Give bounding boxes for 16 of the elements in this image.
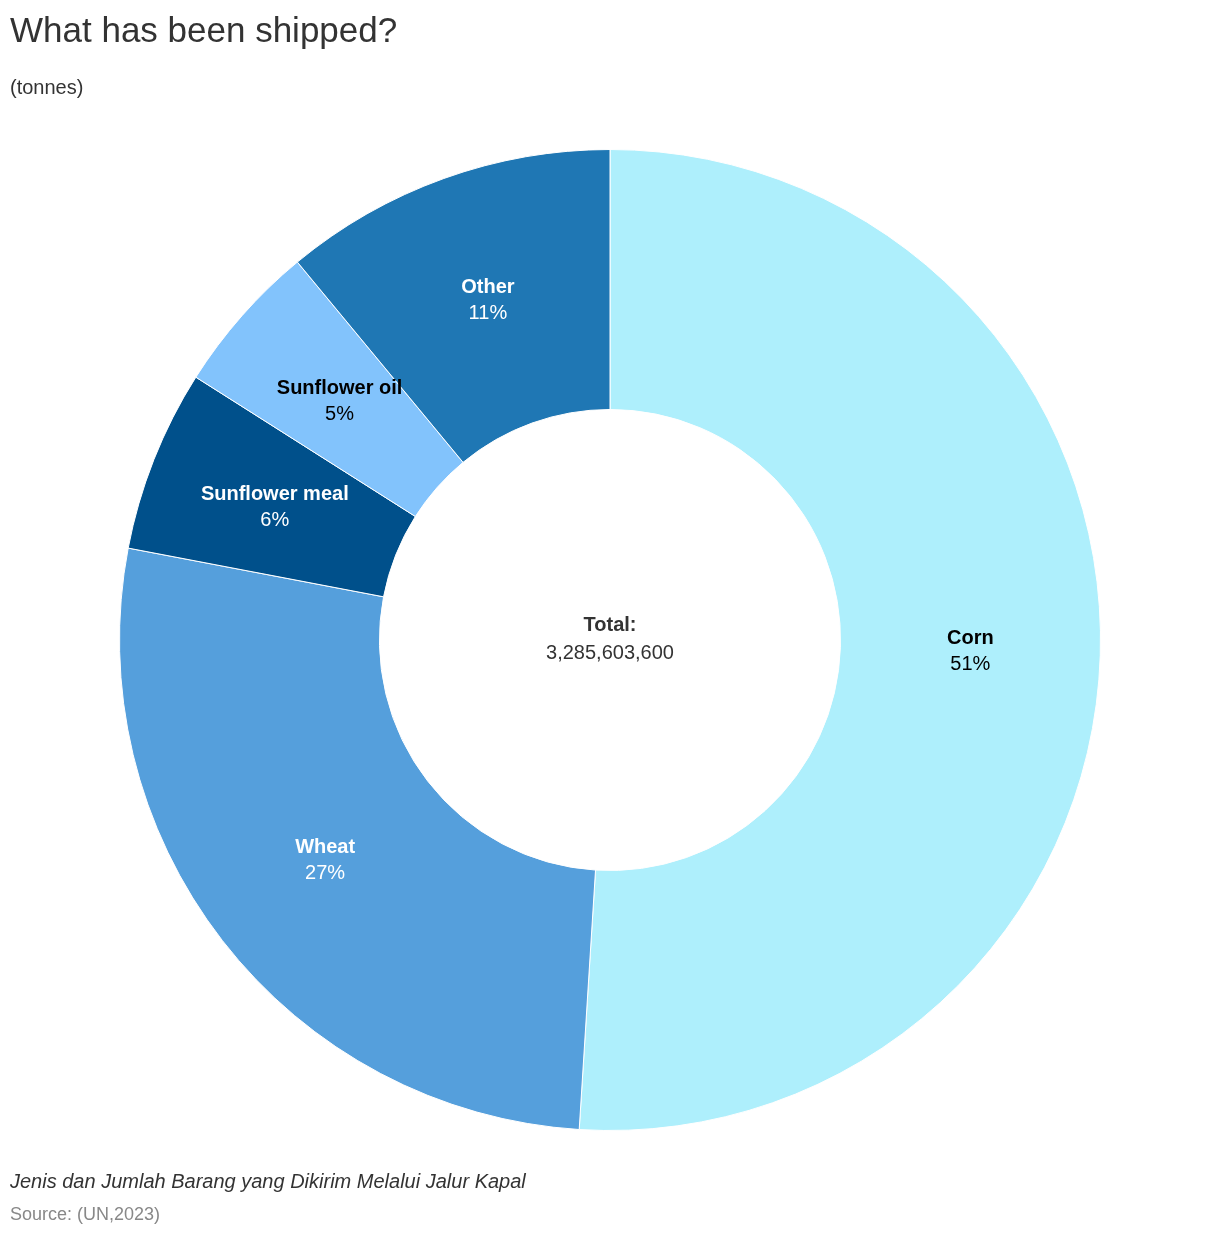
text: 3,285,603,600 [546, 640, 674, 663]
slice-label: Sunflower oil [276, 376, 403, 399]
data-label: 5% [325, 402, 355, 425]
data-label: 6% [260, 507, 290, 530]
slice-label: Sunflower meal [200, 481, 349, 504]
chart-subtitle: (tonnes) [10, 76, 84, 99]
slice-label: Wheat [295, 835, 356, 858]
slice-label: Corn [947, 625, 994, 648]
text: Jenis dan Jumlah Barang yang Dikirim Melalui Jalur Kapal [10, 1170, 526, 1193]
source-note: Source: (UN,2023) [10, 1204, 161, 1225]
slice-label: Other [461, 275, 515, 298]
chart-title: What has been shipped? [10, 10, 398, 50]
data-label: 27% [305, 861, 346, 884]
text: Total: [583, 612, 637, 635]
data-label: 11% [468, 301, 508, 324]
data-label: 51% [950, 651, 991, 674]
